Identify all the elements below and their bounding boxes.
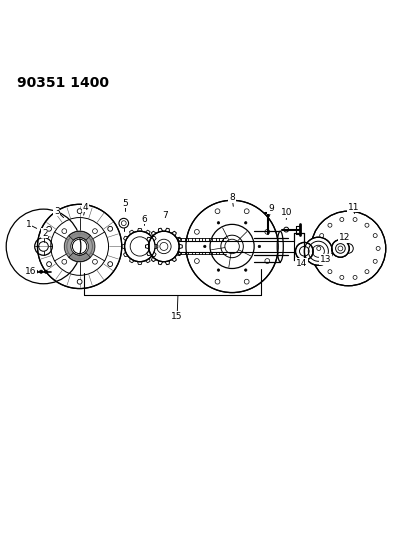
Bar [178,241,294,252]
Circle shape [149,231,179,262]
Text: 12: 12 [339,233,350,242]
Circle shape [244,222,247,224]
Polygon shape [64,231,90,262]
Circle shape [30,270,33,273]
Circle shape [373,233,377,238]
Text: 4: 4 [83,203,88,212]
Text: 2: 2 [42,229,48,238]
Circle shape [186,200,278,293]
Circle shape [108,262,113,266]
Text: 5: 5 [122,199,128,208]
Circle shape [320,233,324,238]
Circle shape [320,260,324,263]
Text: 6: 6 [141,215,147,224]
Circle shape [328,270,332,273]
Circle shape [217,269,220,271]
Circle shape [46,227,51,231]
Text: 10: 10 [281,208,293,217]
Text: 15: 15 [171,312,183,321]
Circle shape [40,270,43,273]
Circle shape [35,270,38,273]
Text: 13: 13 [320,255,331,264]
Circle shape [353,276,357,279]
Polygon shape [69,231,95,262]
Text: 90351 1400: 90351 1400 [17,76,109,90]
Circle shape [365,270,369,273]
Circle shape [295,243,313,260]
Text: 8: 8 [229,193,235,202]
Circle shape [311,211,386,286]
Text: 7: 7 [162,211,168,220]
Circle shape [258,245,261,248]
Circle shape [204,245,206,248]
Circle shape [304,237,332,265]
Text: 1: 1 [26,220,32,229]
Circle shape [340,217,344,222]
Text: 16: 16 [25,267,36,276]
Circle shape [376,246,380,251]
Circle shape [108,227,113,231]
Circle shape [353,217,357,222]
Circle shape [77,209,82,214]
Text: 14: 14 [296,259,307,268]
Circle shape [77,279,82,284]
Text: 3: 3 [54,207,60,216]
Circle shape [46,262,51,266]
Text: 11: 11 [348,203,360,212]
Circle shape [244,269,247,271]
Circle shape [44,270,48,273]
Circle shape [217,222,220,224]
Text: 9: 9 [268,204,274,213]
Circle shape [328,223,332,227]
Circle shape [332,240,349,257]
Circle shape [124,231,155,262]
Circle shape [340,276,344,279]
Circle shape [317,246,321,251]
Circle shape [373,260,377,263]
Circle shape [38,204,122,288]
Circle shape [365,223,369,227]
